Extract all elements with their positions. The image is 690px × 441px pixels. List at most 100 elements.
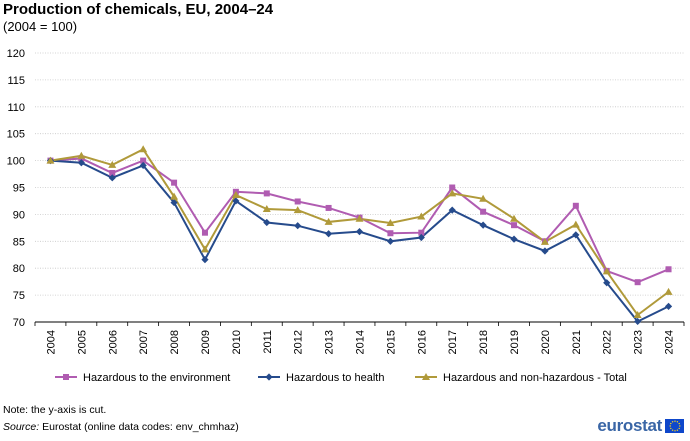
data-point: [108, 174, 116, 182]
x-tick-label: 2015: [385, 330, 397, 354]
data-point: [108, 160, 117, 168]
data-point: [479, 194, 488, 202]
data-point: [324, 230, 333, 238]
data-point: [510, 214, 519, 222]
data-point: [417, 233, 425, 242]
data-point: [200, 245, 209, 253]
data-point: [480, 208, 487, 215]
data-point: [171, 179, 178, 186]
data-point: [355, 228, 364, 236]
y-tick-label: 105: [7, 129, 25, 141]
data-point: [170, 198, 178, 207]
data-point: [664, 287, 673, 295]
x-tick-label: 2011: [262, 330, 274, 354]
y-tick-label: 85: [13, 236, 25, 248]
footnote: Note: the y-axis is cut.: [3, 404, 107, 416]
data-point: [603, 279, 611, 287]
data-point: [571, 220, 580, 228]
data-point: [448, 206, 456, 214]
y-tick-label: 75: [13, 290, 25, 302]
data-point: [170, 192, 179, 200]
y-tick-label: 95: [13, 183, 25, 195]
data-point: [263, 218, 271, 227]
data-point: [231, 191, 240, 199]
chart-subtitle: (2004 = 100): [3, 19, 78, 34]
y-tick-label: 90: [13, 209, 25, 221]
data-point: [77, 151, 86, 159]
x-tick-label: 2021: [571, 330, 583, 354]
y-tick-label: 100: [7, 156, 25, 168]
y-tick-label: 80: [13, 263, 25, 275]
source-text: Eurostat (online data codes: env_chmhaz): [39, 421, 239, 433]
y-tick-label: 120: [7, 48, 25, 60]
x-tick-label: 2012: [293, 330, 305, 354]
x-tick-label: 2004: [45, 330, 57, 354]
data-point: [664, 302, 673, 310]
x-tick-label: 2019: [509, 330, 521, 354]
data-point: [449, 184, 456, 191]
chart-title: Production of chemicals, EU, 2004–24: [3, 1, 274, 18]
data-point: [541, 247, 549, 255]
data-point: [572, 202, 579, 209]
data-point: [262, 205, 271, 213]
legend-marker: [422, 373, 430, 380]
data-point: [479, 221, 487, 229]
eurostat-logo-text: eurostat: [597, 416, 662, 435]
y-tick-label: 115: [7, 75, 25, 87]
data-point: [417, 212, 426, 220]
data-point: [572, 231, 580, 239]
data-point: [634, 279, 641, 286]
data-point: [140, 157, 147, 164]
source-line: Source: Eurostat (online data codes: env…: [3, 421, 239, 433]
data-point: [139, 145, 148, 153]
data-point: [634, 317, 642, 326]
data-point: [633, 311, 642, 319]
data-point: [77, 159, 85, 167]
x-tick-label: 2005: [76, 330, 88, 354]
data-point: [139, 161, 147, 170]
data-point: [602, 267, 611, 275]
source-label: Source:: [3, 421, 40, 433]
legend-marker: [63, 374, 69, 380]
data-point: [46, 156, 55, 164]
data-point: [355, 214, 364, 222]
legend-label: Hazardous and non-hazardous - Total: [443, 372, 627, 384]
data-point: [325, 204, 332, 211]
y-tick-label: 110: [7, 102, 25, 114]
data-point: [263, 190, 270, 197]
x-tick-label: 2018: [478, 330, 490, 354]
data-point: [232, 197, 240, 205]
x-tick-label: 2013: [324, 330, 336, 354]
x-tick-label: 2010: [231, 330, 243, 354]
x-tick-label: 2024: [664, 330, 676, 354]
data-point: [293, 206, 302, 214]
x-tick-label: 2016: [416, 330, 428, 354]
x-tick-label: 2023: [633, 330, 645, 354]
x-tick-label: 2022: [602, 330, 614, 354]
x-tick-label: 2017: [447, 330, 459, 354]
data-point: [201, 229, 208, 236]
data-point: [448, 189, 457, 197]
data-point: [201, 255, 209, 264]
x-tick-label: 2009: [200, 330, 212, 354]
x-tick-label: 2014: [355, 330, 367, 354]
data-point: [324, 217, 333, 225]
data-point: [665, 266, 672, 273]
legend-marker: [265, 373, 273, 381]
data-point: [386, 237, 395, 245]
y-tick-label: 70: [13, 317, 25, 329]
eu-flag-icon: [665, 419, 684, 433]
data-point: [386, 219, 395, 227]
data-point: [294, 222, 302, 230]
legend-label: Hazardous to health: [286, 372, 384, 384]
x-tick-label: 2020: [540, 330, 552, 354]
data-point: [109, 169, 116, 176]
data-point: [510, 235, 518, 243]
line-chart: 70 75 80 85 90 95 100 105 110 115 120 2004 2005 2006 2…: [7, 48, 685, 384]
x-tick-label: 2007: [138, 330, 150, 354]
data-point: [418, 229, 425, 236]
x-tick-label: 2008: [169, 330, 181, 354]
x-tick-label: 2006: [107, 330, 119, 354]
legend-label: Hazardous to the environment: [83, 372, 230, 384]
data-point: [294, 198, 301, 205]
